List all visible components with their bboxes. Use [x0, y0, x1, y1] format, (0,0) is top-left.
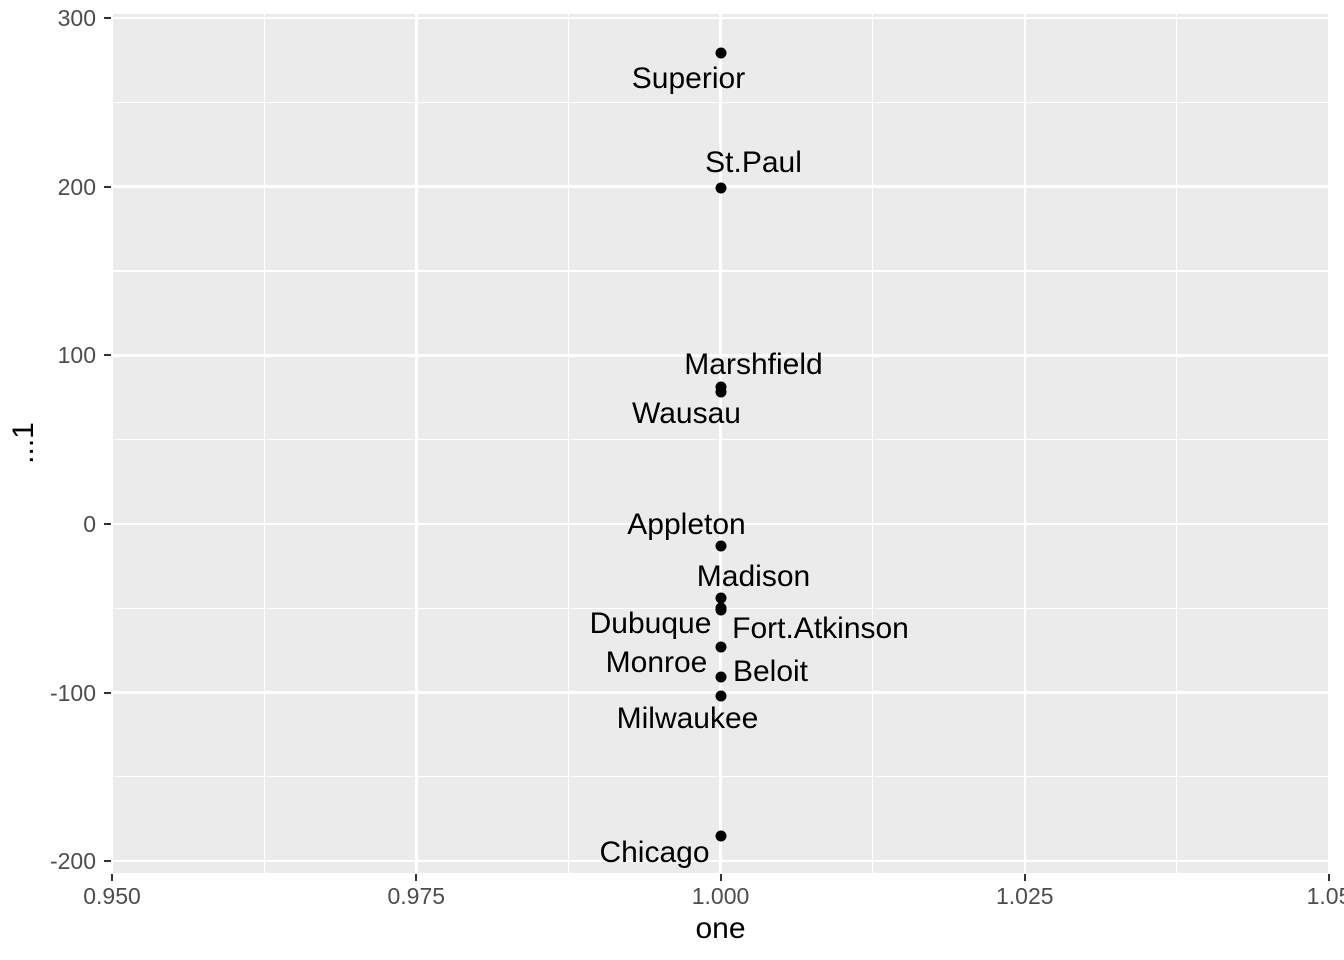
point-label: Beloit: [732, 655, 809, 689]
x-axis-tick-label: 1.05: [1306, 883, 1344, 909]
data-point: [715, 604, 726, 616]
x-axis-tick-mark: [719, 874, 722, 881]
data-point: [715, 182, 726, 194]
y-axis-title: ...1: [7, 422, 40, 464]
point-label: Superior: [631, 62, 746, 96]
point-label: Appleton: [627, 507, 746, 541]
x-axis-tick-label: 1.025: [995, 883, 1054, 909]
point-label: Monroe: [605, 646, 708, 680]
y-axis-tick-label: -200: [49, 848, 96, 875]
x-axis-title: one: [695, 912, 746, 945]
y-axis-tick-label: 0: [83, 510, 96, 537]
major-gridline-vertical: [1327, 14, 1331, 873]
point-label: Fort.Atkinson: [732, 611, 909, 645]
point-label: Marshfield: [684, 348, 823, 382]
data-point: [715, 671, 726, 683]
data-point: [715, 641, 726, 653]
point-label: St.Paul: [705, 146, 802, 180]
point-label: Chicago: [599, 835, 710, 869]
point-label: Dubuque: [589, 607, 712, 641]
point-label: Milwaukee: [616, 701, 759, 735]
y-axis-tick-label: 200: [57, 173, 96, 200]
minor-gridline-vertical: [567, 14, 569, 873]
major-gridline-horizontal: [112, 16, 1329, 20]
data-point: [715, 830, 726, 842]
x-axis-tick-mark: [1328, 874, 1330, 881]
data-point: [715, 592, 726, 604]
y-axis-tick-mark: [104, 860, 111, 863]
major-gridline-horizontal: [112, 859, 1329, 863]
y-axis-tick-mark: [104, 17, 111, 20]
x-axis-tick-label: 0.975: [387, 883, 446, 909]
data-point: [715, 540, 726, 552]
y-axis-tick-label: 100: [57, 342, 96, 369]
major-gridline-vertical: [1023, 14, 1026, 873]
major-gridline-vertical: [719, 14, 722, 873]
y-axis-tick-mark: [104, 691, 111, 694]
major-gridline-horizontal: [112, 354, 1329, 357]
data-point: [715, 690, 726, 702]
y-axis-tick-mark: [104, 185, 111, 188]
y-axis-tick-label: 300: [57, 5, 96, 32]
minor-gridline-vertical: [1176, 14, 1178, 873]
plot-panel: [110, 14, 1331, 873]
y-axis-tick-mark: [104, 522, 111, 525]
y-axis-tick-label: -100: [49, 679, 96, 706]
x-axis-tick-mark: [1023, 874, 1026, 881]
major-gridline-vertical: [110, 14, 114, 873]
data-point: [715, 47, 726, 59]
point-label: Wausau: [632, 397, 741, 431]
x-axis-tick-label: 1.000: [691, 883, 750, 909]
data-point: [715, 386, 726, 398]
minor-gridline-vertical: [263, 14, 265, 873]
point-label: Madison: [696, 560, 811, 594]
major-gridline-vertical: [415, 14, 418, 873]
x-axis-tick-mark: [111, 874, 113, 881]
minor-gridline-vertical: [872, 14, 874, 873]
x-axis-tick-label: 0.950: [83, 883, 141, 909]
major-gridline-horizontal: [112, 522, 1329, 526]
x-axis-tick-mark: [415, 874, 418, 881]
y-axis-tick-mark: [104, 354, 111, 357]
